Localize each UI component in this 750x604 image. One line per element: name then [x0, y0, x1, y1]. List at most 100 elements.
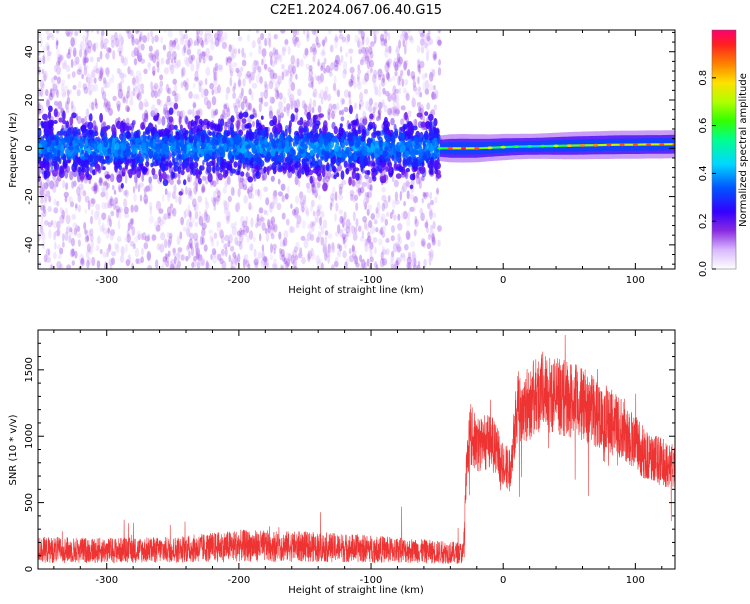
noise-speckle	[156, 201, 161, 211]
noise-core-speckle	[246, 153, 252, 158]
noise-speckle	[127, 107, 130, 112]
noise-speckle	[259, 76, 262, 84]
noise-speckle	[86, 30, 88, 38]
noise-speckle	[271, 216, 275, 225]
noise-speckle	[39, 30, 42, 39]
noise-speckle	[168, 30, 173, 38]
noise-speckle	[280, 28, 285, 34]
noise-speckle	[174, 208, 177, 217]
noise-speckle	[406, 219, 410, 227]
noise-speckle	[277, 75, 281, 85]
noise-speckle	[90, 56, 94, 62]
noise-speckle	[414, 216, 417, 225]
noise-speckle	[282, 47, 286, 56]
noise-speckle	[273, 224, 278, 233]
noise-speckle	[57, 244, 61, 249]
noise-speckle	[279, 92, 283, 99]
noise-core-speckle	[332, 165, 335, 172]
noise-speckle	[69, 227, 72, 232]
noise-speckle	[80, 43, 83, 51]
noise-speckle	[140, 83, 144, 89]
noise-speckle	[196, 65, 199, 74]
noise-speckle	[417, 64, 420, 72]
noise-speckle	[355, 180, 360, 188]
noise-core-speckle	[266, 152, 270, 159]
noise-core-speckle	[302, 144, 308, 150]
noise-speckle	[42, 69, 44, 74]
noise-speckle	[339, 183, 344, 189]
noise-speckle	[221, 235, 225, 244]
noise-speckle	[188, 177, 191, 182]
noise-speckle	[174, 256, 177, 265]
signal-ridge-point	[437, 147, 442, 150]
noise-speckle	[422, 34, 427, 44]
noise-speckle	[232, 252, 236, 259]
noise-core-speckle	[338, 126, 343, 136]
noise-speckle	[165, 188, 168, 195]
noise-speckle	[188, 91, 192, 99]
noise-speckle	[107, 183, 110, 189]
noise-speckle	[338, 59, 342, 66]
noise-core-speckle	[278, 141, 282, 150]
noise-core-speckle	[435, 160, 439, 170]
noise-core-speckle	[383, 150, 388, 157]
noise-speckle	[162, 216, 166, 225]
noise-core-speckle	[82, 156, 86, 161]
noise-core-speckle	[403, 158, 407, 166]
noise-speckle	[284, 39, 288, 45]
noise-core-speckle	[148, 142, 153, 146]
noise-speckle	[208, 229, 213, 235]
noise-speckle	[185, 186, 188, 195]
noise-core-speckle	[74, 161, 77, 171]
noise-core-speckle	[429, 121, 432, 128]
noise-core-speckle	[331, 137, 337, 143]
noise-speckle	[248, 103, 252, 111]
noise-core-speckle	[352, 120, 357, 126]
noise-core-speckle	[41, 140, 47, 147]
noise-speckle	[249, 243, 253, 251]
noise-core-speckle	[255, 171, 259, 176]
noise-speckle	[160, 232, 165, 240]
noise-core-speckle	[295, 162, 300, 168]
noise-speckle	[367, 259, 370, 267]
noise-speckle	[364, 89, 368, 94]
noise-speckle	[354, 82, 357, 89]
noise-speckle	[54, 65, 57, 72]
noise-speckle	[252, 63, 255, 72]
noise-core-speckle	[95, 164, 100, 172]
noise-speckle	[56, 201, 59, 207]
noise-speckle	[141, 44, 145, 51]
noise-speckle	[105, 67, 110, 75]
noise-speckle	[61, 89, 66, 98]
noise-speckle	[271, 176, 275, 182]
noise-speckle	[388, 32, 390, 40]
noise-core-speckle	[375, 131, 380, 136]
noise-core-speckle	[282, 162, 288, 169]
snr-xlabel: Height of straight line (km)	[288, 585, 424, 596]
noise-speckle	[121, 55, 125, 63]
noise-core-speckle	[47, 129, 50, 136]
noise-core-speckle	[75, 145, 79, 150]
noise-core-speckle	[92, 169, 96, 175]
noise-speckle	[400, 70, 403, 76]
noise-speckle	[343, 69, 347, 74]
noise-speckle	[211, 39, 215, 45]
noise-speckle	[270, 254, 274, 260]
noise-speckle	[135, 38, 139, 45]
noise-speckle	[124, 237, 128, 242]
noise-speckle	[148, 62, 151, 71]
noise-speckle	[42, 83, 45, 89]
noise-speckle	[127, 86, 130, 93]
noise-speckle	[368, 204, 372, 211]
noise-core-speckle	[261, 116, 264, 120]
noise-speckle	[151, 36, 154, 44]
noise-speckle	[312, 53, 316, 59]
noise-speckle	[387, 93, 392, 102]
noise-speckle	[282, 195, 285, 202]
noise-speckle	[162, 194, 165, 202]
noise-core-speckle	[404, 112, 408, 120]
noise-speckle	[260, 92, 264, 98]
noise-speckle	[281, 64, 285, 70]
noise-core-speckle	[44, 170, 50, 179]
